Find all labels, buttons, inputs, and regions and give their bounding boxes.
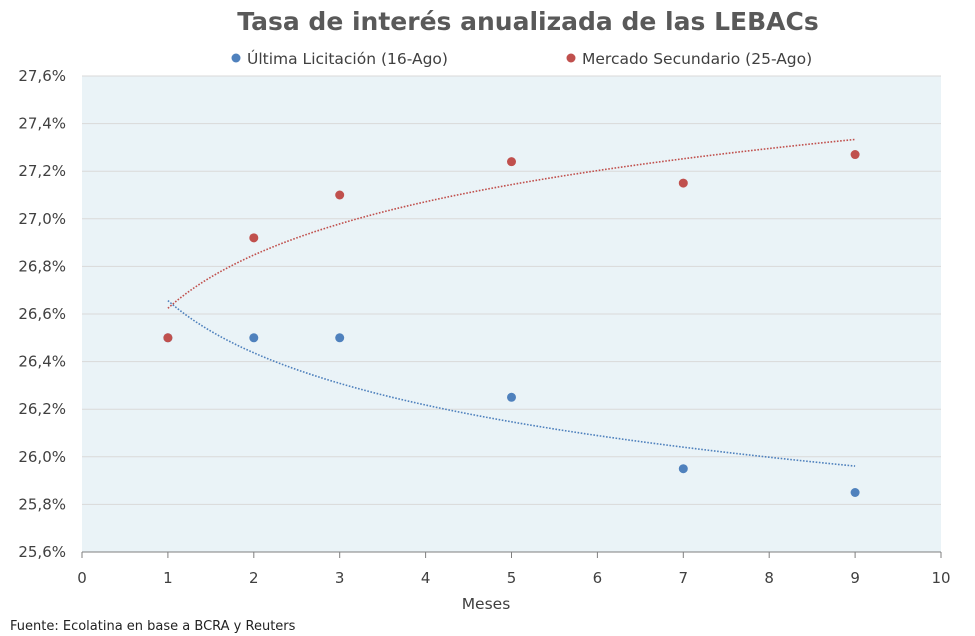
data-point-series-0 — [678, 464, 688, 474]
legend-label-mercado-secundario: Mercado Secundario (25-Ago) — [582, 50, 812, 68]
data-point-series-0 — [507, 392, 516, 402]
data-point-series-1 — [163, 333, 173, 343]
x-tick-label: 2 — [249, 569, 259, 587]
data-point-series-1 — [850, 150, 860, 160]
legend-marker-mercado-secundario — [566, 53, 576, 63]
x-axis-ticks: 0 1 2 3 4 5 6 7 8 9 10 — [77, 569, 950, 587]
y-tick-label: 26,2% — [18, 400, 66, 418]
data-point-series-1 — [335, 190, 345, 200]
y-tick-label: 25,8% — [18, 495, 66, 513]
y-tick-label: 27,6% — [18, 67, 66, 85]
y-tick-label: 27,4% — [18, 115, 66, 133]
source-note: Fuente: Ecolatina en base a BCRA y Reute… — [10, 619, 296, 634]
gridlines — [82, 75, 941, 505]
trendline-series-1 — [167, 138, 856, 309]
y-tick-label: 27,0% — [18, 210, 66, 228]
x-tick-label: 10 — [931, 569, 950, 587]
legend-marker-ultima-licitacion — [231, 53, 241, 63]
y-tick-label: 26,6% — [18, 305, 66, 323]
y-tick-label: 27,2% — [18, 162, 66, 180]
legend: Última Licitación (16-Ago) Mercado Secun… — [231, 49, 812, 68]
y-tick-label: 25,6% — [18, 543, 66, 561]
y-tick-label: 26,0% — [18, 448, 66, 466]
data-point-series-1 — [678, 178, 688, 188]
y-axis-ticks: 25,6% 25,8% 26,0% 26,2% 26,4% 26,6% 26,8% 27,0%… — [18, 67, 66, 561]
data-point-series-1 — [249, 233, 259, 243]
data-points — [163, 150, 860, 497]
chart-title: Tasa de interés anualizada de las LEBACs — [237, 7, 818, 36]
axes — [81, 551, 942, 558]
x-tick-label: 1 — [163, 569, 173, 587]
x-tick-label: 7 — [679, 569, 689, 587]
legend-label-ultima-licitacion: Última Licitación (16-Ago) — [247, 49, 448, 68]
y-tick-label: 26,8% — [18, 257, 66, 275]
trendlines — [167, 138, 856, 467]
x-tick-label: 3 — [335, 569, 345, 587]
data-point-series-1 — [507, 157, 516, 167]
x-tick-label: 4 — [421, 569, 431, 587]
x-axis-title: Meses — [462, 595, 511, 613]
data-point-series-0 — [249, 333, 259, 343]
y-tick-label: 26,4% — [18, 353, 66, 371]
x-tick-label: 9 — [850, 569, 860, 587]
trendline-series-0 — [167, 300, 856, 467]
x-tick-label: 5 — [507, 569, 517, 587]
x-tick-label: 0 — [77, 569, 87, 587]
x-tick-label: 6 — [593, 569, 603, 587]
data-point-series-0 — [335, 333, 345, 343]
data-point-series-0 — [850, 488, 860, 497]
x-tick-label: 8 — [764, 569, 774, 587]
